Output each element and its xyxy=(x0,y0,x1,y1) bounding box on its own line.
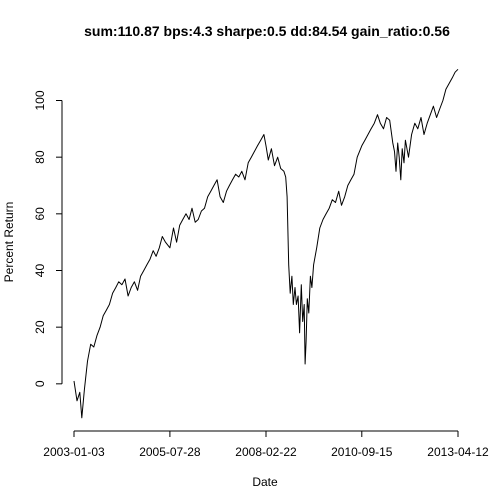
y-axis-label: Percent Return xyxy=(2,202,16,283)
series-line xyxy=(73,68,459,419)
x-tick-label: 2005-07-28 xyxy=(139,445,201,459)
x-tick-label: 2003-01-03 xyxy=(43,445,105,459)
y-tick-label: 80 xyxy=(33,150,47,164)
y-axis: 0 20 40 60 80 100 xyxy=(33,90,63,387)
x-axis: 2003-01-03 2005-07-28 2008-02-22 2010-09-15… xyxy=(43,430,489,459)
y-tick-label: 100 xyxy=(33,90,47,110)
y-tick-label: 20 xyxy=(33,320,47,334)
x-tick-label: 2013-04-12 xyxy=(427,445,489,459)
plot-area xyxy=(73,68,459,419)
y-tick-label: 40 xyxy=(33,264,47,278)
y-tick-label: 0 xyxy=(33,380,47,387)
x-tick-label: 2008-02-22 xyxy=(235,445,297,459)
x-tick-label: 2010-09-15 xyxy=(331,445,393,459)
x-axis-label: Date xyxy=(252,475,278,489)
chart-title: sum:110.87 bps:4.3 sharpe:0.5 dd:84.54 g… xyxy=(84,23,450,39)
y-tick-label: 60 xyxy=(33,207,47,221)
